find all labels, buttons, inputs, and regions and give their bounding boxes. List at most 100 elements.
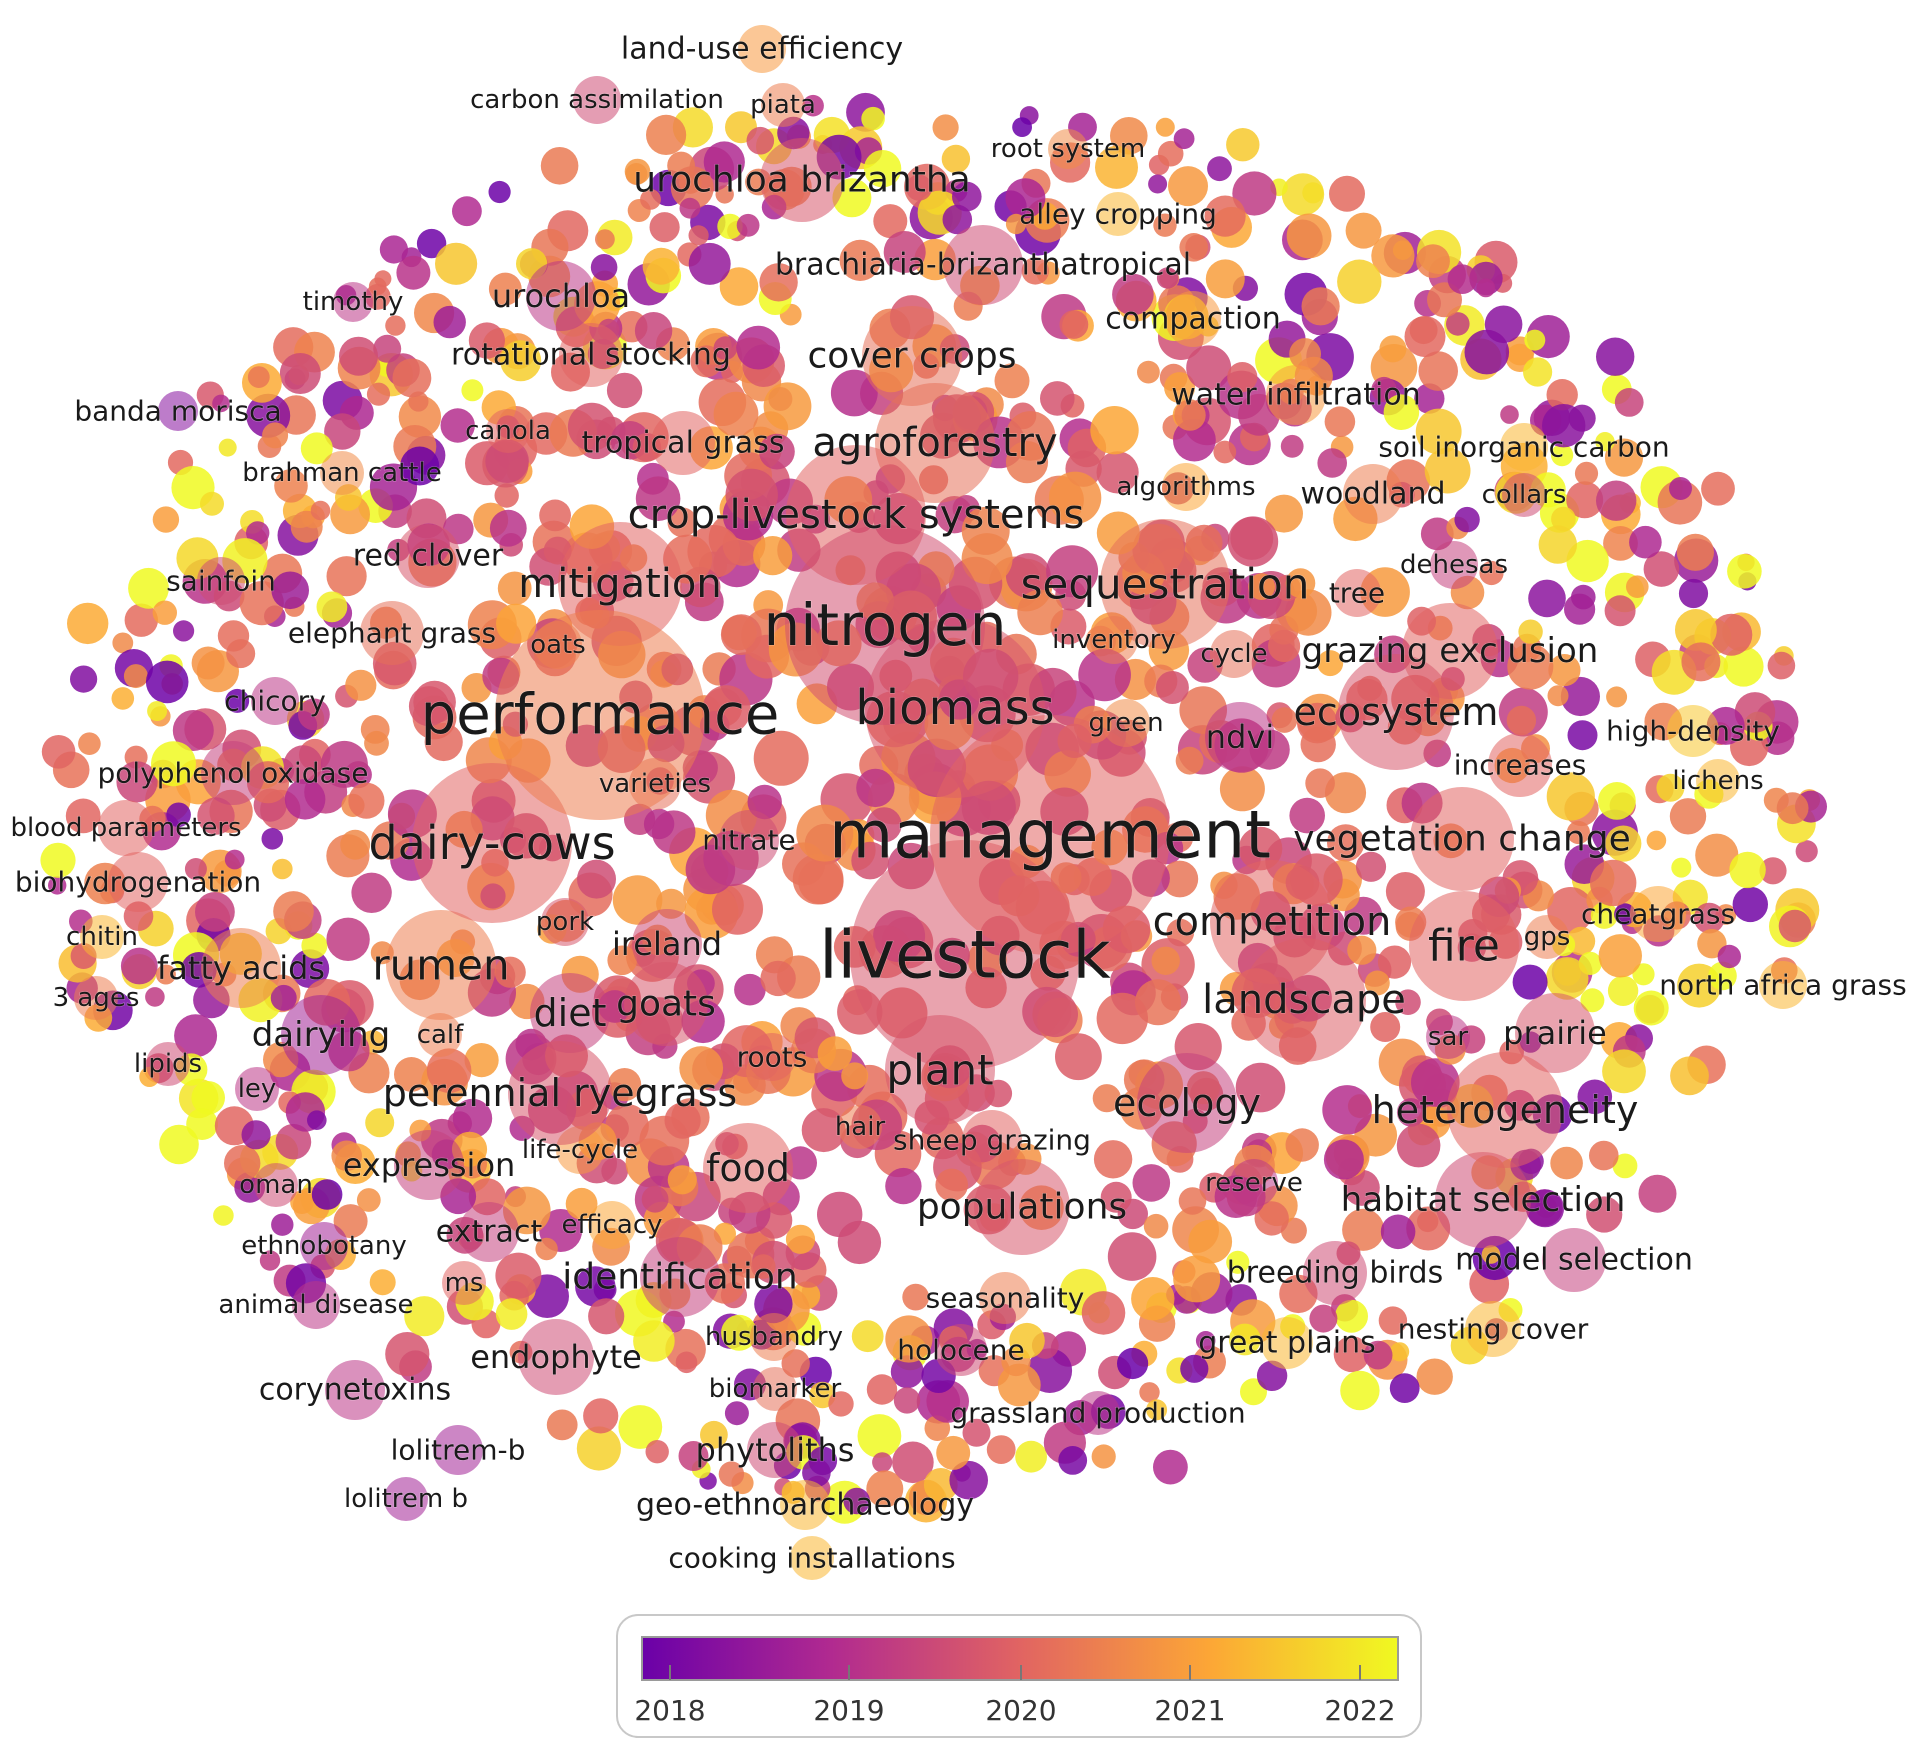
- term-bubble[interactable]: [300, 1222, 348, 1270]
- term-bubble[interactable]: [748, 1033, 796, 1081]
- term-bubble[interactable]: [1343, 464, 1403, 524]
- term-bubble[interactable]: [394, 1130, 464, 1200]
- term-label[interactable]: lolitrem b: [344, 1484, 469, 1515]
- term-bubble[interactable]: [1100, 519, 1230, 649]
- term-label[interactable]: sheep grazing: [893, 1123, 1092, 1157]
- term-label[interactable]: dairy-cows: [368, 816, 616, 871]
- term-label[interactable]: great plains: [1198, 1325, 1377, 1361]
- term-label[interactable]: geo-ethnoarchaeology: [635, 1487, 974, 1523]
- term-bubble[interactable]: [459, 1202, 519, 1262]
- term-bubble[interactable]: [1205, 702, 1275, 772]
- term-bubble[interactable]: [254, 1163, 298, 1207]
- term-bubble[interactable]: [442, 1261, 486, 1305]
- term-label[interactable]: ley: [237, 1074, 277, 1105]
- term-label[interactable]: root system: [990, 134, 1145, 165]
- term-label[interactable]: corynetoxins: [258, 1372, 451, 1408]
- term-bubble[interactable]: [1465, 1301, 1521, 1357]
- term-label[interactable]: red clover: [352, 538, 504, 574]
- term-label[interactable]: land-use efficiency: [620, 31, 903, 67]
- term-label[interactable]: carbon assimilation: [470, 85, 725, 116]
- term-bubble[interactable]: [1076, 1391, 1120, 1435]
- term-label[interactable]: lipids: [133, 1049, 202, 1080]
- term-bubble[interactable]: [1500, 423, 1548, 471]
- term-bubble[interactable]: [651, 411, 715, 475]
- term-label[interactable]: ndvi: [1205, 718, 1274, 757]
- term-bubble[interactable]: [573, 76, 621, 124]
- term-bubble[interactable]: [1162, 463, 1210, 511]
- term-bubble[interactable]: [1430, 541, 1478, 589]
- term-label[interactable]: pork: [535, 907, 594, 938]
- term-label[interactable]: sequestration: [1020, 559, 1310, 609]
- term-bubble[interactable]: [1759, 961, 1807, 1009]
- term-label[interactable]: fatty acids: [156, 949, 325, 988]
- term-bubble[interactable]: [1525, 915, 1569, 959]
- term-bubble[interactable]: [974, 1159, 1070, 1255]
- term-bubble[interactable]: [1409, 891, 1519, 1001]
- term-bubble[interactable]: [396, 524, 460, 588]
- term-label[interactable]: alley cropping: [1019, 197, 1218, 231]
- term-bubble[interactable]: [201, 928, 281, 1008]
- term-bubble[interactable]: [1261, 1317, 1313, 1369]
- term-bubble[interactable]: [750, 1313, 798, 1361]
- term-bubble[interactable]: [1696, 759, 1740, 803]
- term-label[interactable]: tree: [1328, 576, 1385, 610]
- term-label[interactable]: sainfoin: [166, 564, 277, 598]
- term-bubble[interactable]: [197, 557, 245, 605]
- term-label[interactable]: heterogeneity: [1371, 1088, 1639, 1133]
- term-bubble[interactable]: [1303, 1241, 1367, 1305]
- term-bubble[interactable]: [418, 1013, 462, 1057]
- term-bubble[interactable]: [1242, 938, 1366, 1062]
- term-label[interactable]: food: [706, 1146, 791, 1191]
- term-bubble[interactable]: [760, 138, 844, 222]
- term-bubble[interactable]: [935, 1324, 987, 1376]
- term-label[interactable]: cycle: [1200, 639, 1268, 670]
- term-label[interactable]: oats: [530, 630, 587, 661]
- term-label[interactable]: performance: [420, 682, 780, 748]
- term-label[interactable]: goats: [616, 983, 717, 1025]
- term-bubble[interactable]: [74, 976, 118, 1020]
- term-bubble[interactable]: [384, 1477, 428, 1521]
- term-label[interactable]: grassland production: [950, 1396, 1246, 1430]
- term-label[interactable]: efficacy: [561, 1210, 663, 1241]
- term-bubble[interactable]: [1410, 787, 1514, 891]
- term-bubble[interactable]: [360, 601, 424, 665]
- term-label[interactable]: nitrogen: [763, 591, 1007, 660]
- term-bubble[interactable]: [433, 1425, 483, 1475]
- term-bubble[interactable]: [333, 282, 373, 322]
- term-bubble[interactable]: [541, 898, 589, 946]
- term-bubble[interactable]: [1435, 1152, 1531, 1248]
- term-label[interactable]: banda morisca: [74, 394, 282, 428]
- term-label[interactable]: biomass: [855, 680, 1055, 737]
- term-label[interactable]: woodland: [1300, 476, 1446, 512]
- term-label[interactable]: dairying: [251, 1015, 391, 1056]
- term-label[interactable]: model selection: [1455, 1242, 1694, 1278]
- term-bubble[interactable]: [518, 1319, 594, 1395]
- term-label[interactable]: cooking installations: [668, 1541, 956, 1575]
- term-bubble[interactable]: [508, 1041, 612, 1145]
- term-bubble[interactable]: [719, 810, 779, 870]
- term-label[interactable]: landscape: [1202, 977, 1407, 1024]
- term-bubble[interactable]: [703, 1123, 793, 1213]
- term-bubble[interactable]: [943, 225, 1023, 305]
- term-bubble[interactable]: [1048, 129, 1088, 169]
- term-bubble[interactable]: [412, 763, 572, 923]
- term-bubble[interactable]: [292, 1281, 340, 1329]
- term-bubble[interactable]: [1667, 705, 1719, 757]
- term-bubble[interactable]: [325, 1360, 385, 1420]
- term-bubble[interactable]: [747, 1422, 803, 1478]
- term-label[interactable]: habitat selection: [1340, 1180, 1626, 1221]
- term-label[interactable]: calf: [416, 1020, 464, 1051]
- term-label[interactable]: chicory: [224, 684, 327, 718]
- term-label[interactable]: timothy: [302, 287, 404, 318]
- term-bubble[interactable]: [632, 909, 702, 979]
- term-label[interactable]: gps: [1523, 922, 1571, 953]
- term-label[interactable]: water infiltration: [1171, 377, 1422, 413]
- term-bubble[interactable]: [738, 25, 786, 73]
- term-bubble[interactable]: [320, 451, 364, 495]
- term-bubble[interactable]: [1333, 569, 1381, 617]
- term-label[interactable]: breeding birds: [1226, 1255, 1443, 1291]
- term-bubble[interactable]: [1230, 1159, 1278, 1207]
- term-label[interactable]: nesting cover: [1397, 1312, 1589, 1346]
- term-bubble[interactable]: [386, 910, 496, 1020]
- term-label[interactable]: fire: [1428, 920, 1501, 972]
